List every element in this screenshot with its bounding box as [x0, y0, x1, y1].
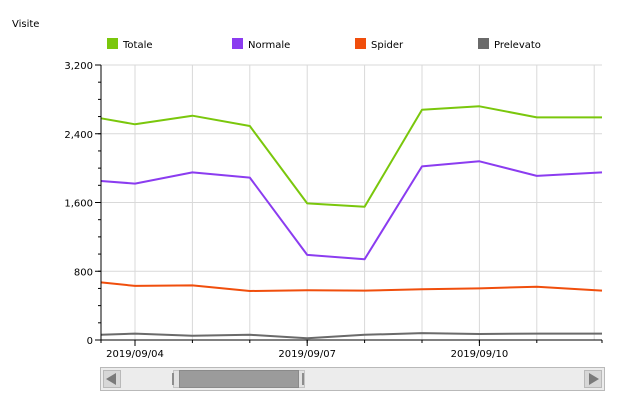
x-tick-label: 2019/09/04 [106, 349, 164, 360]
arrow-left-icon [106, 373, 116, 385]
legend-label-4[interactable]: Prelevato [494, 40, 541, 51]
y-axis-title: Visite [12, 19, 39, 30]
gridlines [101, 64, 602, 340]
x-tick-label: 2019/09/07 [278, 349, 336, 360]
legend-swatch-1[interactable] [107, 38, 118, 49]
range-scrollbar[interactable] [100, 367, 605, 391]
range-handle-left[interactable] [172, 373, 174, 385]
y-tick-label: 2,400 [64, 130, 93, 141]
y-tick-label: 800 [74, 267, 93, 278]
legend-label-2[interactable]: Normale [248, 40, 290, 51]
series-lines [100, 105, 603, 340]
y-tick-labels: 0 800 1,600 2,400 3,200 [64, 61, 93, 347]
series-line-spider [100, 281, 603, 292]
series-line-prelevato [100, 332, 602, 340]
y-tick-label: 3,200 [64, 61, 93, 72]
range-handle-right[interactable] [302, 373, 304, 385]
x-tick-label: 2019/09/10 [451, 349, 509, 360]
y-tick-label: 0 [87, 336, 93, 347]
arrow-right-icon [589, 373, 599, 385]
scroll-right-button[interactable] [584, 370, 602, 388]
series-line-normale [100, 160, 603, 261]
x-tick-labels: 2019/09/04 2019/09/07 2019/09/10 [106, 349, 508, 360]
y-tick-label: 1,600 [64, 199, 93, 210]
legend-swatch-4[interactable] [478, 38, 489, 49]
series-line-totale [100, 105, 602, 208]
legend-label-1[interactable]: Totale [122, 40, 153, 51]
legend-swatch-3[interactable] [355, 38, 366, 49]
legend: Totale Normale Spider Prelevato [107, 38, 541, 51]
legend-label-3[interactable]: Spider [371, 40, 404, 51]
axes [95, 64, 603, 346]
scroll-left-button[interactable] [103, 370, 121, 388]
legend-swatch-2[interactable] [232, 38, 243, 49]
scroll-thumb[interactable] [179, 370, 299, 388]
